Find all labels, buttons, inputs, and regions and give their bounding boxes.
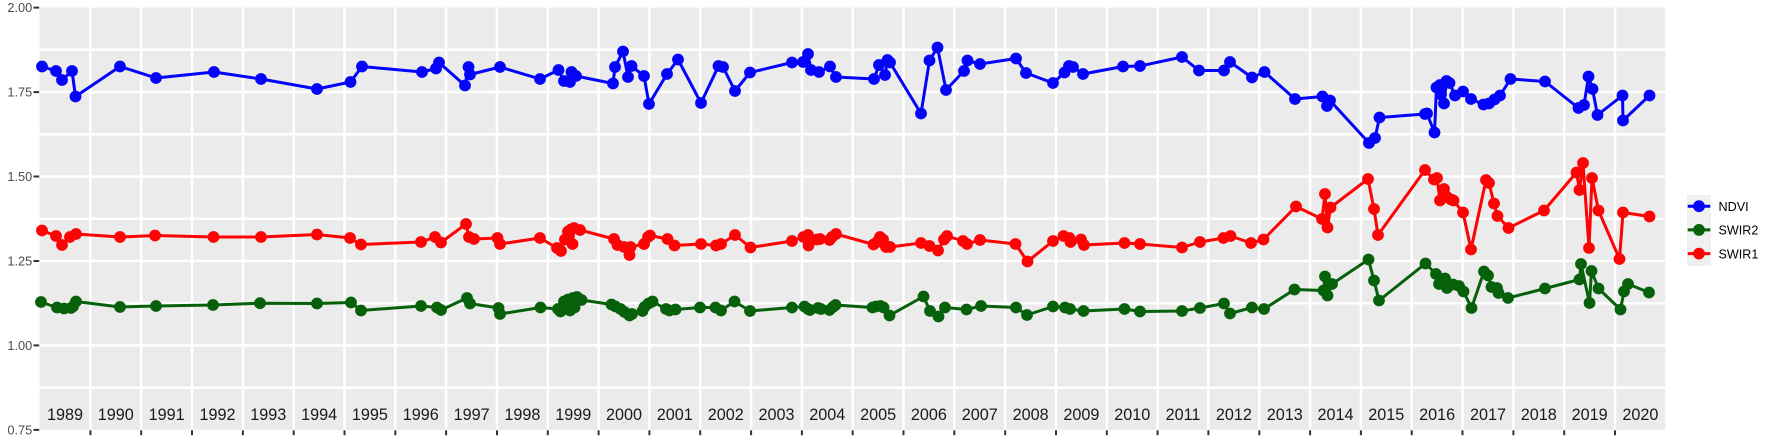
svg-text:2011: 2011 bbox=[1166, 406, 1201, 424]
svg-text:2007: 2007 bbox=[962, 406, 998, 424]
svg-text:2018: 2018 bbox=[1521, 406, 1557, 424]
svg-text:1996: 1996 bbox=[403, 406, 439, 424]
svg-text:2003: 2003 bbox=[758, 406, 794, 424]
svg-text:2017: 2017 bbox=[1470, 406, 1506, 424]
svg-text:SWIR1: SWIR1 bbox=[1719, 247, 1759, 261]
svg-text:NDVI: NDVI bbox=[1719, 200, 1749, 214]
svg-text:1.50: 1.50 bbox=[7, 169, 32, 184]
svg-text:2015: 2015 bbox=[1368, 406, 1404, 424]
svg-text:1.25: 1.25 bbox=[7, 254, 32, 269]
svg-text:2009: 2009 bbox=[1063, 406, 1099, 424]
svg-text:1.75: 1.75 bbox=[7, 85, 32, 100]
svg-text:2001: 2001 bbox=[657, 406, 693, 424]
svg-text:2012: 2012 bbox=[1216, 406, 1252, 424]
svg-text:2005: 2005 bbox=[860, 406, 896, 424]
svg-text:SWIR2: SWIR2 bbox=[1719, 224, 1759, 238]
svg-text:2008: 2008 bbox=[1013, 406, 1049, 424]
svg-text:2013: 2013 bbox=[1267, 406, 1303, 424]
svg-text:2019: 2019 bbox=[1572, 406, 1608, 424]
svg-text:2.00: 2.00 bbox=[7, 0, 32, 15]
svg-text:0.75: 0.75 bbox=[7, 423, 32, 438]
svg-text:2014: 2014 bbox=[1317, 406, 1353, 424]
svg-text:2004: 2004 bbox=[809, 406, 845, 424]
svg-text:1991: 1991 bbox=[149, 406, 185, 424]
svg-text:1998: 1998 bbox=[504, 406, 540, 424]
svg-text:2000: 2000 bbox=[606, 406, 642, 424]
svg-text:1992: 1992 bbox=[199, 406, 235, 424]
svg-text:2016: 2016 bbox=[1419, 406, 1455, 424]
svg-text:1997: 1997 bbox=[454, 406, 490, 424]
svg-text:2010: 2010 bbox=[1114, 406, 1150, 424]
svg-text:1990: 1990 bbox=[98, 406, 134, 424]
svg-text:1993: 1993 bbox=[250, 406, 286, 424]
svg-text:1.00: 1.00 bbox=[7, 338, 32, 353]
svg-text:2002: 2002 bbox=[708, 406, 744, 424]
svg-text:2020: 2020 bbox=[1622, 406, 1658, 424]
svg-text:1995: 1995 bbox=[352, 406, 388, 424]
svg-text:2006: 2006 bbox=[911, 406, 947, 424]
svg-text:1994: 1994 bbox=[301, 406, 337, 424]
svg-text:1999: 1999 bbox=[555, 406, 591, 424]
svg-text:1989: 1989 bbox=[47, 406, 83, 424]
